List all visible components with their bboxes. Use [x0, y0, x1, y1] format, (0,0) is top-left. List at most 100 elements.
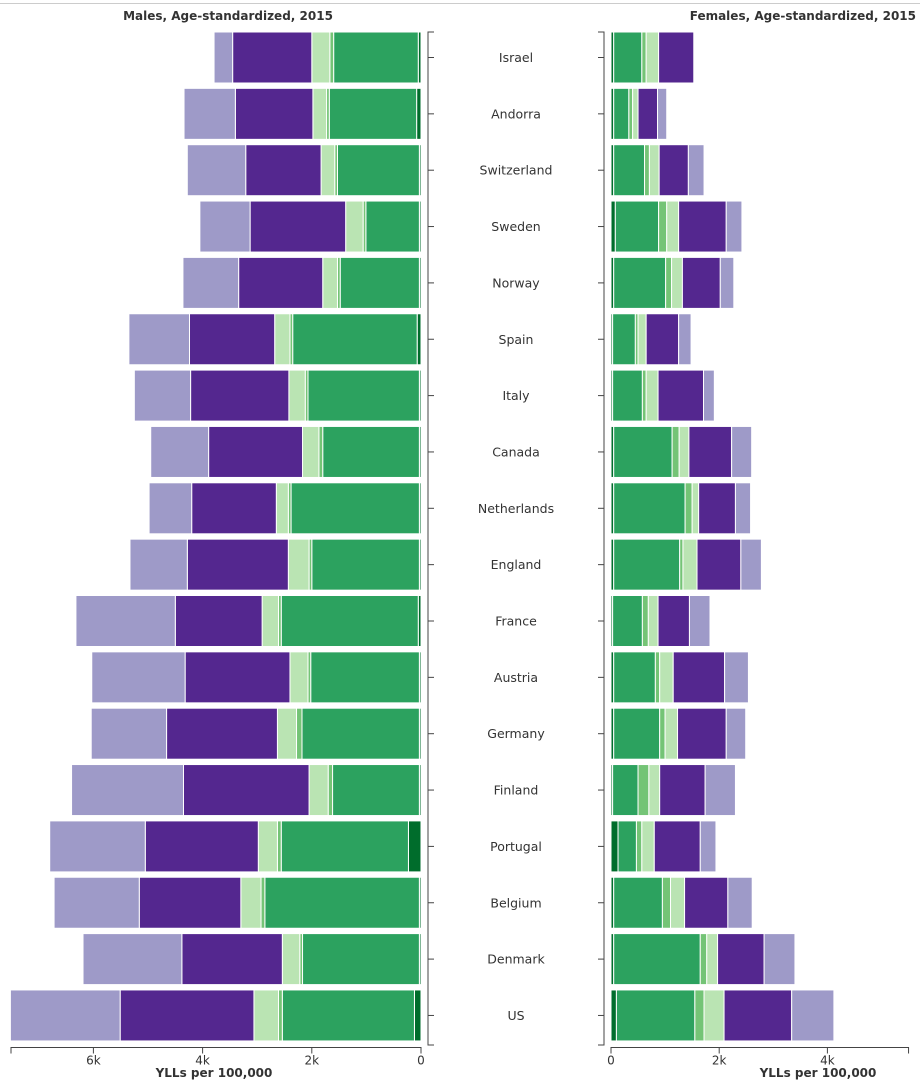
males-bar-austria-seg-purple [184, 651, 291, 704]
males-bar-denmark-seg-light-purple [82, 933, 183, 986]
males-bar-israel-seg-purple [232, 31, 313, 84]
males-x-tick-label: 6k [86, 1054, 101, 1068]
males-bar-switzerland-seg-light-green [320, 144, 336, 197]
males-bar-portugal-seg-light-green [257, 820, 278, 873]
males-bar-spain-seg-purple [188, 313, 276, 366]
males-bar-netherlands-seg-purple [191, 482, 277, 535]
males-bar-canada-seg-light-green [302, 425, 320, 478]
females-bar-us-seg-mid-green [694, 989, 705, 1042]
males-bar-england-seg-green [311, 538, 420, 591]
females-bar-sweden-seg-light-purple [725, 200, 743, 253]
males-x-tick-label: 4k [195, 1054, 210, 1068]
females-bar-andorra-seg-green [613, 87, 630, 140]
country-label-france: France [495, 614, 537, 629]
females-bar-andorra-seg-purple [637, 87, 659, 140]
females-bar-italy-seg-purple [657, 369, 705, 422]
males-bar-switzerland-seg-light-purple [186, 144, 247, 197]
females-x-axis-title: YLLs per 100,000 [759, 1066, 877, 1080]
males-bar-portugal-seg-green [280, 820, 409, 873]
country-label-us: US [507, 1008, 524, 1023]
males-bar-denmark-seg-green [302, 933, 420, 986]
country-label-netherlands: Netherlands [478, 501, 554, 516]
females-bar-sweden-seg-green [614, 200, 660, 253]
males-bar-italy-seg-light-green [288, 369, 306, 422]
males-bar-sweden-seg-light-purple [199, 200, 251, 253]
females-bar-netherlands-seg-mid-green [684, 482, 693, 535]
males-bar-belgium-seg-light-green [240, 876, 262, 929]
females-bar-finland-seg-light-purple [704, 764, 736, 817]
females-bar-belgium-seg-light-green [670, 876, 686, 929]
males-bar-germany-seg-green [301, 707, 420, 760]
females-bar-austria-seg-light-green [659, 651, 674, 704]
males-bar-norway-seg-green [339, 256, 420, 309]
males-bar-norway-seg-light-green [322, 256, 338, 309]
males-bar-switzerland-seg-green [336, 144, 420, 197]
males-bar-denmark-seg-light-green [281, 933, 301, 986]
males-bar-germany-seg-mid-green [296, 707, 303, 760]
females-bar-germany-seg-light-purple [725, 707, 747, 760]
females-bar-us-seg-light-purple [791, 989, 835, 1042]
females-bar-switzerland-seg-green [613, 144, 646, 197]
country-label-spain: Spain [499, 332, 534, 347]
females-bar-switzerland-seg-purple [658, 144, 689, 197]
females-bar-israel-seg-light-green [645, 31, 660, 84]
males-bar-denmark-seg-purple [181, 933, 283, 986]
country-label-denmark: Denmark [487, 952, 545, 967]
males-bar-israel-seg-green [333, 31, 419, 84]
males-x-tick-label: 2k [305, 1054, 320, 1068]
males-bar-italy-seg-green [307, 369, 420, 422]
females-x-tick-label: 2k [712, 1054, 727, 1068]
females-bar-sweden-seg-purple [678, 200, 727, 253]
females-bar-portugal-seg-light-green [641, 820, 655, 873]
females-bar-belgium-seg-mid-green [661, 876, 672, 929]
males-bar-germany-seg-light-purple [90, 707, 168, 760]
females-bar-germany-seg-light-green [664, 707, 679, 760]
males-bar-germany-seg-purple [166, 707, 278, 760]
country-label-italy: Italy [502, 388, 530, 403]
females-category-axis [598, 31, 605, 1046]
females-bar-us-seg-dark-green [610, 989, 617, 1042]
females-bar-finland-seg-mid-green [637, 764, 650, 817]
males-bar-andorra-seg-dark-green [416, 87, 422, 140]
females-bar-italy-seg-light-green [645, 369, 659, 422]
males-bar-france-seg-green [280, 595, 419, 647]
males-bar-belgium-seg-light-purple [53, 876, 140, 929]
males-bar-us-seg-light-purple [9, 989, 121, 1042]
males-bar-spain-seg-dark-green [416, 313, 422, 366]
females-bar-denmark-seg-green [613, 933, 701, 986]
males-bar-belgium-seg-green [264, 876, 420, 929]
males-bar-austria-seg-light-green [289, 651, 309, 704]
females-bar-denmark-seg-purple [717, 933, 765, 986]
females-bar-sweden-seg-light-green [666, 200, 680, 253]
males-bar-finland-seg-green [332, 764, 420, 817]
females-bar-israel-seg-green [613, 31, 643, 84]
females-bar-portugal-seg-dark-green [610, 820, 619, 873]
females-bar-us-seg-green [615, 989, 696, 1042]
males-bar-belgium-seg-purple [138, 876, 242, 929]
females-panel-title: Females, Age-standardized, 2015 [690, 9, 916, 23]
males-bar-portugal-seg-purple [144, 820, 259, 873]
females-bar-switzerland-seg-mid-green [644, 144, 650, 197]
females-bar-spain-seg-light-purple [678, 313, 692, 366]
males-x-axis [10, 1047, 422, 1054]
males-bar-netherlands-seg-green [290, 482, 420, 535]
males-category-axis [427, 31, 434, 1046]
females-bar-switzerland-seg-light-green [648, 144, 660, 197]
country-label-canada: Canada [492, 444, 540, 459]
males-bar-norway-seg-light-purple [182, 256, 240, 309]
females-bar-finland-seg-light-green [648, 764, 661, 817]
males-x-axis-title: YLLs per 100,000 [155, 1066, 273, 1080]
males-bar-france-seg-purple [174, 595, 263, 647]
males-bar-us-seg-purple [119, 989, 255, 1042]
females-bar-france-seg-green [612, 595, 643, 647]
females-bar-andorra-seg-mid-green [628, 87, 634, 140]
females-bar-canada-seg-light-purple [731, 425, 753, 478]
females-bar-germany-seg-purple [677, 707, 727, 760]
males-bar-england-seg-purple [186, 538, 289, 591]
females-bar-norway-seg-purple [681, 256, 721, 309]
males-bar-spain-seg-light-purple [128, 313, 190, 366]
females-bar-italy-seg-light-purple [703, 369, 715, 422]
females-bar-belgium-seg-light-purple [727, 876, 753, 929]
females-bar-portugal-seg-light-purple [699, 820, 717, 873]
females-bar-belgium-seg-green [613, 876, 663, 929]
